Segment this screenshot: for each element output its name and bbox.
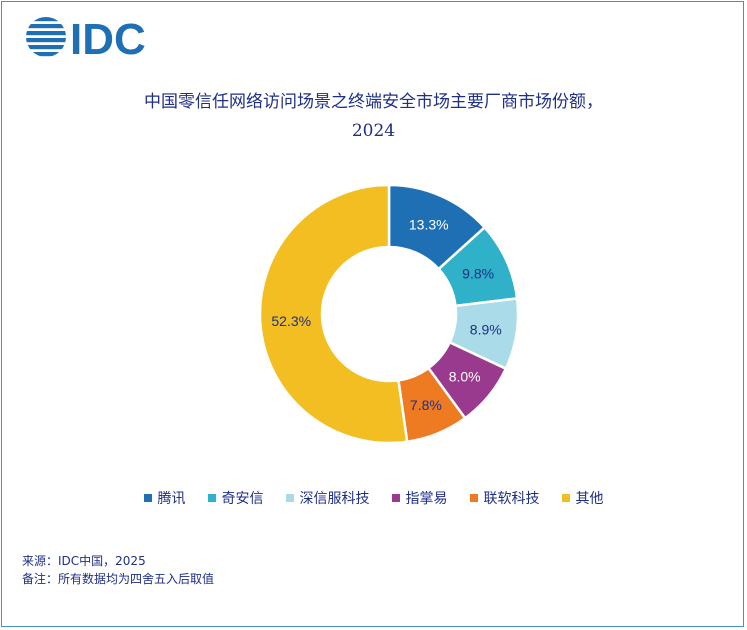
legend-item-5: 联软科技 [469, 488, 540, 508]
legend-item-1: 腾讯 [143, 488, 186, 508]
chart-title: 中国零信任网络访问场景之终端安全市场主要厂商市场份额， [144, 92, 603, 112]
legend-label-5: 联软科技 [483, 491, 540, 507]
chart-legend: 腾讯 奇安信 深信服科技 指掌易 联软科技 其他 [0, 488, 747, 508]
legend-label-4: 指掌易 [405, 491, 448, 507]
legend-item-2: 奇安信 [207, 488, 264, 508]
logo-text: IDC [70, 15, 146, 60]
legend-label-6: 其他 [575, 491, 604, 507]
rounding-note: 备注：所有数据均为四舍五入后取值 [22, 572, 215, 586]
legend-label-2: 奇安信 [221, 491, 264, 507]
legend-swatch-2 [207, 494, 216, 502]
source-note: 来源：IDC中国，2025 [22, 554, 146, 568]
legend-item-6: 其他 [561, 488, 604, 508]
legend-label-3: 深信服科技 [299, 491, 370, 507]
legend-swatch-1 [143, 494, 152, 502]
legend-item-4: 指掌易 [391, 488, 448, 508]
legend-item-3: 深信服科技 [285, 488, 370, 508]
legend-swatch-5 [469, 494, 478, 502]
legend-swatch-6 [561, 494, 570, 502]
legend-swatch-4 [391, 494, 400, 502]
legend-swatch-3 [285, 494, 294, 502]
idc-logo: IDC [26, 15, 146, 60]
legend-label-1: 腾讯 [157, 491, 186, 507]
chart-title-year: 2024 [351, 121, 396, 141]
